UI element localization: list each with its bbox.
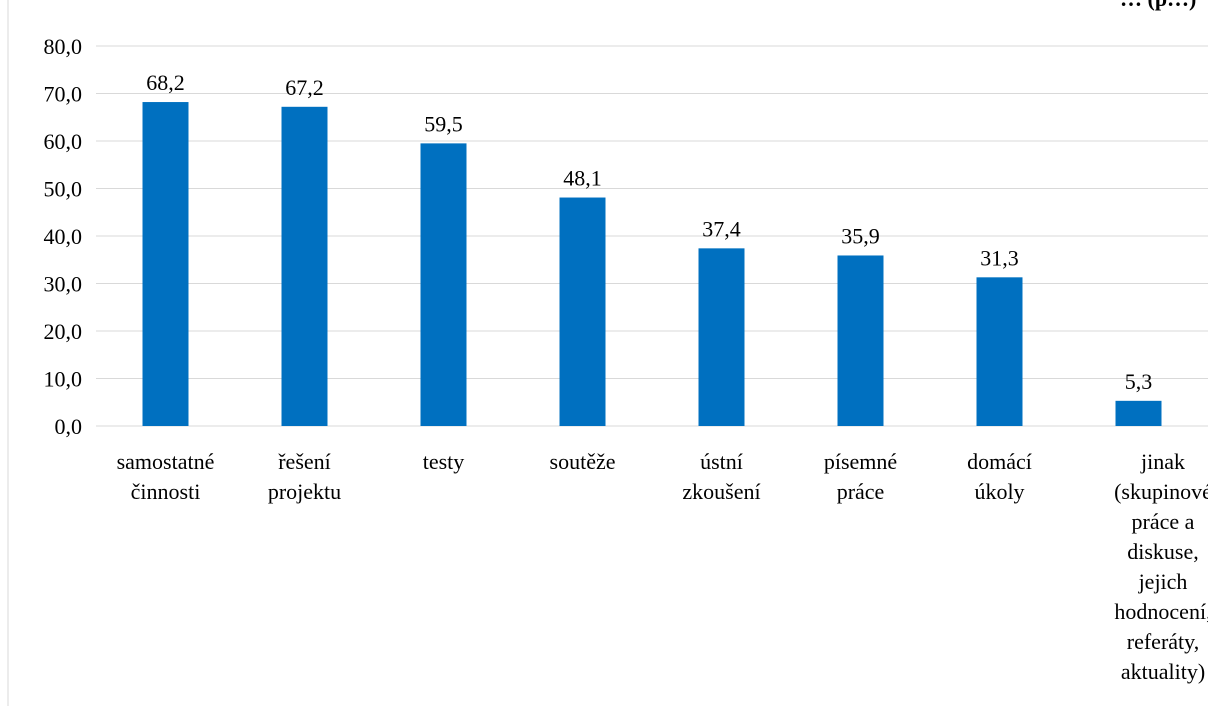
y-tick-label: 80,0 <box>44 34 83 59</box>
data-label: 31,3 <box>980 245 1019 270</box>
x-tick-label-line: zkoušení <box>682 479 760 504</box>
data-labels: 68,2 67,2 59,5 48,1 37,4 35,9 31,3 5,3 <box>146 70 1152 394</box>
x-tick-label-line: úkoly <box>974 479 1024 504</box>
x-tick-label-line: domácí <box>967 449 1032 474</box>
data-label: 59,5 <box>424 111 463 136</box>
data-label: 5,3 <box>1125 369 1153 394</box>
x-tick-label-line: (skupinové <box>1114 479 1208 504</box>
y-tick-label: 40,0 <box>44 224 83 249</box>
x-tick-label-line: hodnocení, <box>1114 599 1208 624</box>
x-axis-ticks: samostatné činnosti řešení projektu testy sou… <box>117 449 1208 684</box>
x-tick-label: samostatné činnosti <box>117 449 215 504</box>
y-axis-ticks: 0,0 10,0 20,0 30,0 40,0 50,0 60,0 70,0 80,0 <box>44 34 83 439</box>
data-label: 37,4 <box>702 216 741 241</box>
x-tick-label-line: práce a <box>1132 509 1195 534</box>
bar <box>420 143 467 426</box>
x-tick-label-line: řešení <box>278 449 331 474</box>
y-tick-label: 20,0 <box>44 319 83 344</box>
x-tick-label-line: písemné <box>824 449 897 474</box>
x-tick-label: domácí úkoly <box>967 449 1032 504</box>
data-label: 68,2 <box>146 70 185 95</box>
bar <box>559 197 606 426</box>
data-label: 35,9 <box>841 223 880 248</box>
x-tick-label: jinak (skupinové práce a diskuse, jejich hodn… <box>1114 449 1208 684</box>
x-tick-label: řešení projektu <box>268 449 341 504</box>
x-tick-label-line: ústní <box>700 449 743 474</box>
y-tick-label: 50,0 <box>44 177 83 202</box>
x-tick-label: ústní zkoušení <box>682 449 760 504</box>
x-tick-label-line: referáty, <box>1127 629 1199 654</box>
x-tick-label: písemné práce <box>824 449 897 504</box>
y-tick-label: 30,0 <box>44 272 83 297</box>
x-tick-label-line: diskuse, <box>1127 539 1199 564</box>
bar <box>1115 400 1162 426</box>
x-tick-label: testy <box>423 449 465 474</box>
y-tick-label: 0,0 <box>55 414 83 439</box>
y-tick-label: 10,0 <box>44 367 83 392</box>
chart-frame <box>7 0 9 706</box>
x-tick-label-line: činnosti <box>131 479 201 504</box>
gridlines <box>96 45 1208 427</box>
bar <box>976 277 1023 426</box>
bar <box>837 255 884 426</box>
bar <box>281 106 328 427</box>
bar <box>698 248 745 426</box>
data-label: 48,1 <box>563 166 602 191</box>
chart-title: … (p…) <box>1120 0 1196 11</box>
x-tick-label-line: testy <box>423 449 465 474</box>
x-tick-label-line: projektu <box>268 479 341 504</box>
data-label: 67,2 <box>285 75 324 100</box>
x-tick-label: soutěže <box>550 449 616 474</box>
x-tick-label-line: samostatné <box>117 449 215 474</box>
x-tick-label-line: jinak <box>1140 449 1185 474</box>
bar <box>142 102 189 427</box>
x-tick-label-line: jejich <box>1138 569 1188 594</box>
x-tick-label-line: soutěže <box>550 449 616 474</box>
bars <box>142 102 1162 427</box>
y-tick-label: 70,0 <box>44 82 83 107</box>
x-tick-label-line: práce <box>837 479 885 504</box>
x-tick-label-line: aktuality) <box>1121 659 1205 684</box>
y-tick-label: 60,0 <box>44 129 83 154</box>
